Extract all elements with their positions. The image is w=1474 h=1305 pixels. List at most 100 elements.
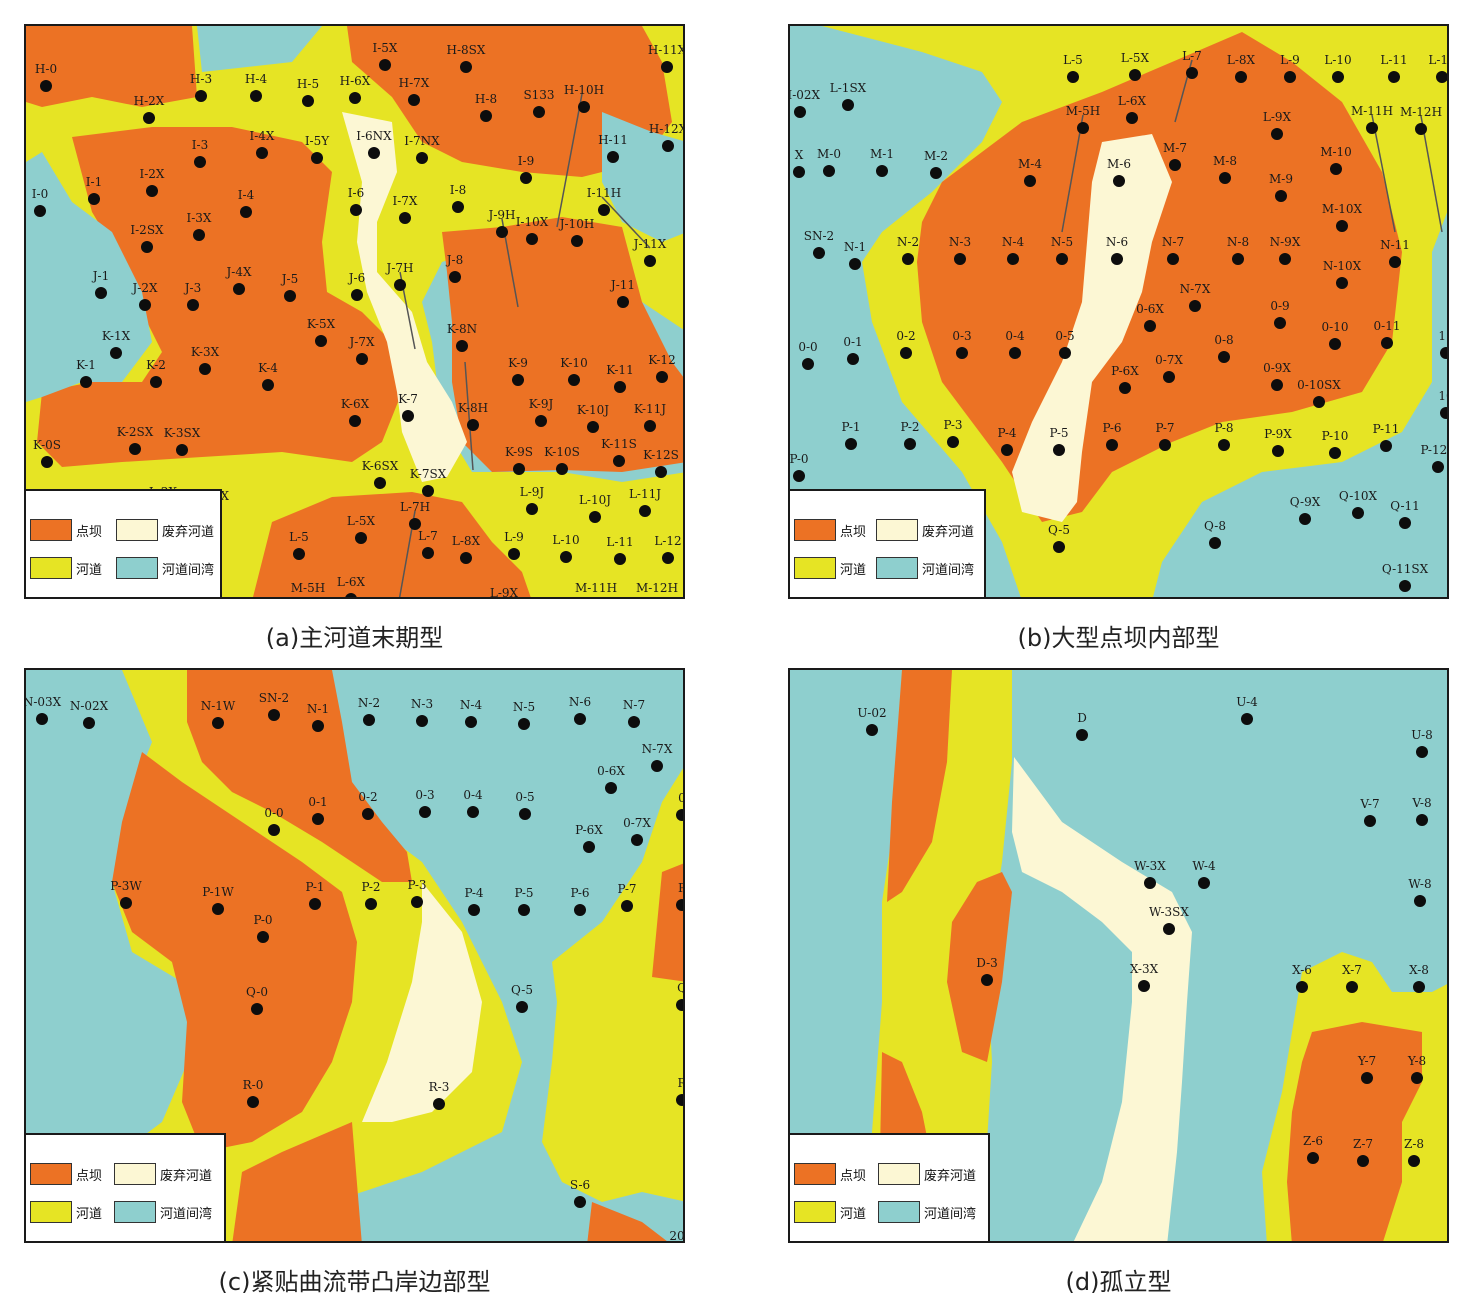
well-marker bbox=[981, 974, 993, 986]
well-marker bbox=[866, 724, 878, 736]
legend-swatch-channel bbox=[30, 557, 72, 579]
well-marker bbox=[1272, 445, 1284, 457]
well-marker bbox=[1059, 347, 1071, 359]
well-marker bbox=[1275, 190, 1287, 202]
well-label: L-10J bbox=[579, 493, 611, 507]
well-marker bbox=[460, 61, 472, 73]
well-marker bbox=[1279, 253, 1291, 265]
well-label: L-10 bbox=[1324, 53, 1351, 67]
well-label: L-11J bbox=[629, 487, 661, 501]
legend-swatch-channel bbox=[794, 557, 836, 579]
legend-label-interchannel-bay: 河道间湾 bbox=[922, 562, 975, 578]
well-label: J-9H bbox=[487, 208, 516, 222]
well-label: SN-2 bbox=[804, 229, 834, 243]
well-marker bbox=[212, 903, 224, 915]
well-marker bbox=[1198, 877, 1210, 889]
well-label: 0-0 bbox=[264, 806, 283, 820]
well-label: H-0 bbox=[35, 62, 57, 76]
well-label: P-1 bbox=[841, 420, 860, 434]
well-label: 0-3 bbox=[415, 788, 434, 802]
well-label: U-8 bbox=[1411, 728, 1433, 742]
legend-label-abandoned-channel: 废弃河道 bbox=[162, 524, 215, 540]
well-label: N-11 bbox=[1380, 238, 1410, 252]
well-label: M-11H bbox=[575, 581, 617, 595]
well-label: N-7 bbox=[623, 698, 645, 712]
well-marker bbox=[1366, 122, 1378, 134]
well-label: M-0 bbox=[817, 147, 841, 161]
well-marker bbox=[614, 381, 626, 393]
well-label: 0-5 bbox=[1055, 329, 1074, 343]
well-label: K-9 bbox=[508, 356, 528, 370]
well-marker bbox=[1296, 981, 1308, 993]
well-label: L-7H bbox=[400, 500, 430, 514]
well-label: K-6SX bbox=[362, 459, 399, 473]
well-marker bbox=[1232, 253, 1244, 265]
well-marker bbox=[368, 147, 380, 159]
well-marker bbox=[1159, 439, 1171, 451]
well-label: L-9X bbox=[1263, 110, 1292, 124]
well-label: D-3 bbox=[976, 956, 998, 970]
well-label: I-6 bbox=[348, 186, 364, 200]
well-marker bbox=[1189, 300, 1201, 312]
wells-d: U-02 D U-4 U-8 V-7 V-8 W-3X W-4 W-8 W-3SX X-3X D-3 X… bbox=[857, 695, 1433, 1167]
well-label: L-11 bbox=[1380, 53, 1407, 67]
well-label: L-9J bbox=[520, 485, 545, 499]
well-marker bbox=[793, 470, 805, 482]
well-marker bbox=[661, 61, 673, 73]
well-marker bbox=[193, 229, 205, 241]
well-label: N-4 bbox=[460, 698, 483, 712]
well-label: 0-5 bbox=[515, 790, 534, 804]
well-marker bbox=[583, 841, 595, 853]
well-label: K-8H bbox=[458, 401, 488, 415]
well-marker bbox=[312, 813, 324, 825]
well-label: N-1W bbox=[201, 699, 236, 713]
well-label: K-0S bbox=[33, 438, 61, 452]
well-label: H-8 bbox=[475, 92, 497, 106]
well-marker bbox=[644, 420, 656, 432]
well-label: H-7X bbox=[399, 76, 430, 90]
legend-swatch-point-bar bbox=[794, 1163, 836, 1185]
well-marker bbox=[533, 106, 545, 118]
well-label: K-2SX bbox=[117, 425, 154, 439]
well-marker bbox=[574, 904, 586, 916]
well-label: K-9S bbox=[505, 445, 533, 459]
well-label: L-8X bbox=[1227, 53, 1256, 67]
well-marker bbox=[1007, 253, 1019, 265]
well-label: J-11 bbox=[609, 278, 635, 292]
well-label: I-2X bbox=[140, 167, 165, 181]
well-marker bbox=[1313, 396, 1325, 408]
well-marker bbox=[1399, 517, 1411, 529]
well-label: M-12H bbox=[1400, 105, 1442, 119]
well-marker bbox=[1399, 580, 1411, 592]
well-label: L-6X bbox=[337, 575, 366, 589]
well-label: P bbox=[678, 881, 685, 895]
legend-label-channel: 河道 bbox=[76, 562, 103, 578]
well-marker bbox=[251, 1003, 263, 1015]
well-marker bbox=[1163, 923, 1175, 935]
well-marker bbox=[655, 466, 667, 478]
well-marker bbox=[34, 205, 46, 217]
well-label: W-4 bbox=[1192, 859, 1216, 873]
well-label: M-02X bbox=[790, 88, 821, 102]
well-label: I-10X bbox=[516, 215, 549, 229]
well-label: P-5 bbox=[514, 886, 533, 900]
well-marker bbox=[240, 206, 252, 218]
well-marker bbox=[1440, 407, 1447, 419]
wells-b: L-5 L-5X L-7 L-8X L-9 L-10 L-11 L-12 M-02X L-1SX M… bbox=[790, 49, 1449, 592]
caption-b: (b)大型点坝内部型 bbox=[1017, 624, 1220, 652]
well-label: 15 bbox=[1438, 329, 1449, 343]
legend-c: 点坝 废弃河道 河道 河道间湾 bbox=[26, 1133, 226, 1241]
well-label: P-6X bbox=[1111, 364, 1139, 378]
well-label: P-5 bbox=[1049, 426, 1068, 440]
well-marker bbox=[312, 720, 324, 732]
well-marker bbox=[480, 110, 492, 122]
well-label: L-10 bbox=[552, 533, 579, 547]
well-marker bbox=[1416, 746, 1428, 758]
well-marker bbox=[362, 808, 374, 820]
well-marker bbox=[349, 92, 361, 104]
well-label: P-10 bbox=[1322, 429, 1349, 443]
well-label: J-3 bbox=[183, 281, 202, 295]
well-marker bbox=[574, 1196, 586, 1208]
well-marker bbox=[293, 548, 305, 560]
well-marker bbox=[262, 379, 274, 391]
